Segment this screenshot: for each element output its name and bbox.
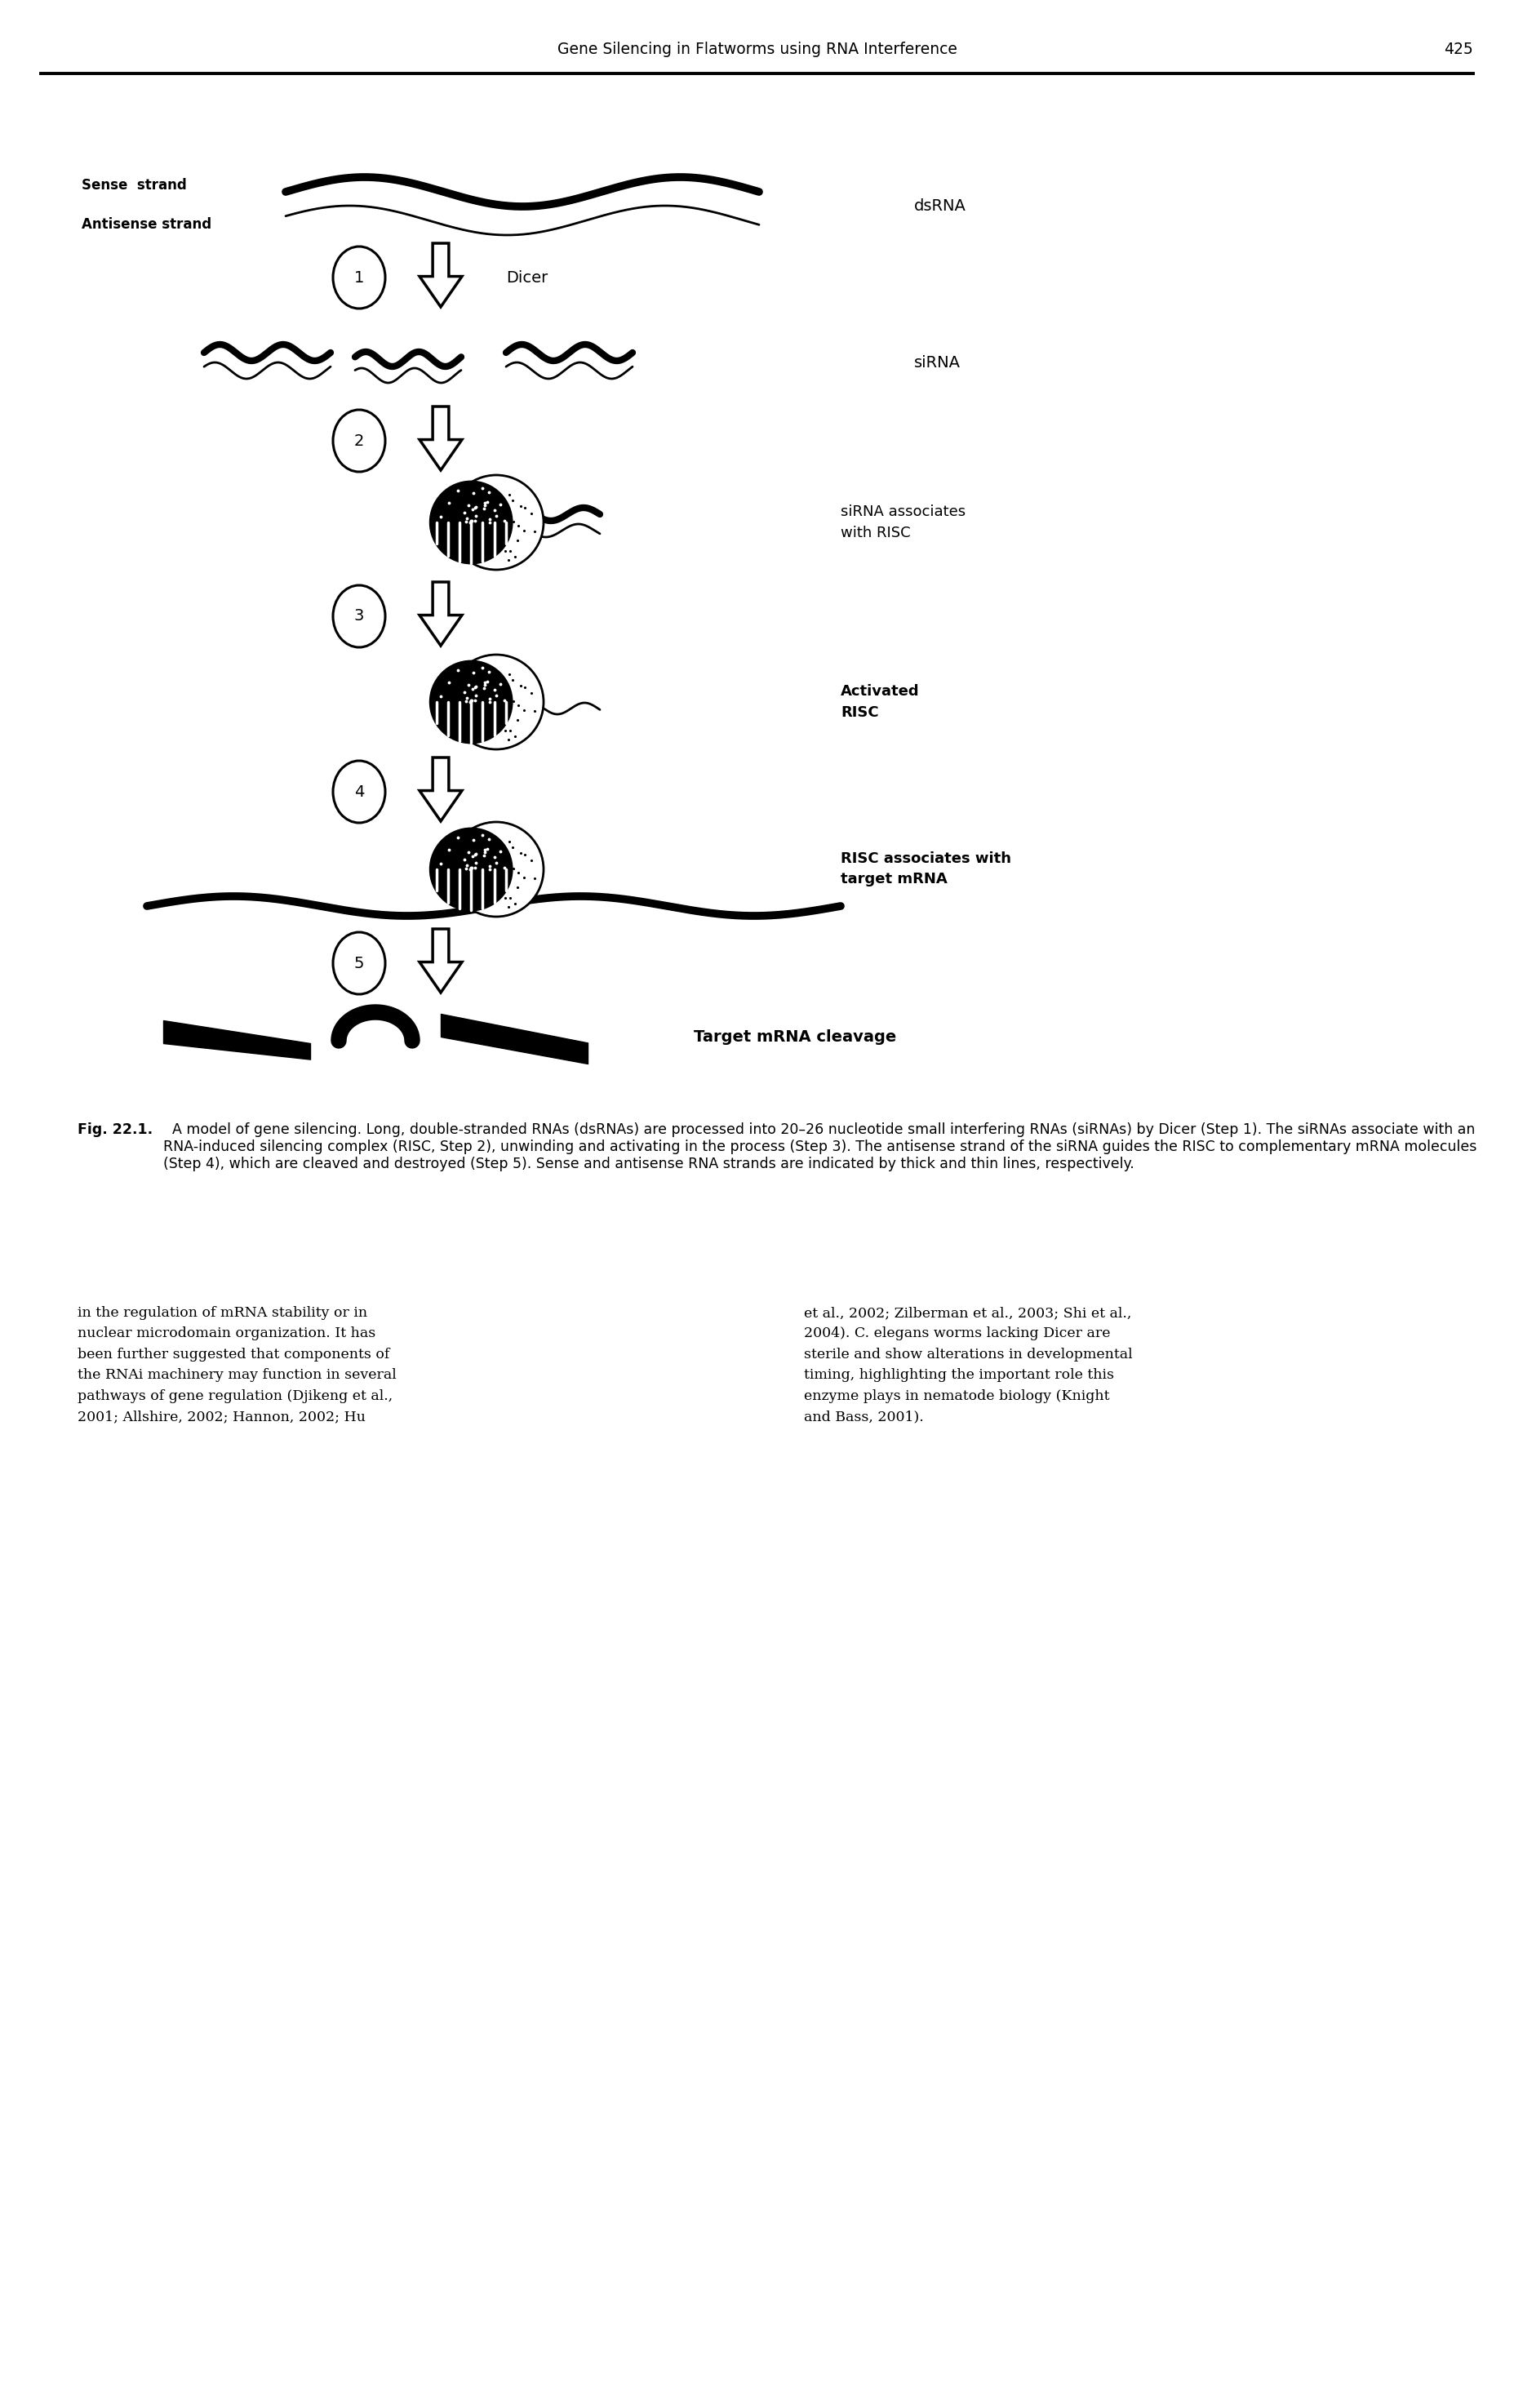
Circle shape xyxy=(430,828,512,910)
Circle shape xyxy=(448,655,544,749)
Circle shape xyxy=(448,821,544,917)
Text: 4: 4 xyxy=(354,785,365,799)
Text: A model of gene silencing. Long, double-stranded RNAs (dsRNAs) are processed int: A model of gene silencing. Long, double-… xyxy=(164,1122,1476,1170)
Ellipse shape xyxy=(333,932,385,995)
Ellipse shape xyxy=(333,409,385,472)
Polygon shape xyxy=(419,407,462,470)
Text: Fig. 22.1.: Fig. 22.1. xyxy=(77,1122,153,1137)
Ellipse shape xyxy=(333,585,385,648)
Text: Activated
RISC: Activated RISC xyxy=(840,684,919,720)
Text: siRNA: siRNA xyxy=(914,356,961,371)
Ellipse shape xyxy=(333,246,385,308)
Text: Dicer: Dicer xyxy=(506,270,548,284)
Text: RISC associates with
target mRNA: RISC associates with target mRNA xyxy=(840,852,1011,886)
Ellipse shape xyxy=(333,761,385,824)
Polygon shape xyxy=(419,243,462,306)
Circle shape xyxy=(430,482,512,563)
Text: Gene Silencing in Flatworms using RNA Interference: Gene Silencing in Flatworms using RNA In… xyxy=(557,41,957,58)
Text: in the regulation of mRNA stability or in
nuclear microdomain organization. It h: in the regulation of mRNA stability or i… xyxy=(77,1305,397,1423)
Text: Sense  strand: Sense strand xyxy=(82,178,186,193)
Text: 425: 425 xyxy=(1444,41,1473,58)
Text: 1: 1 xyxy=(354,270,365,284)
Text: 5: 5 xyxy=(354,956,365,970)
Text: 3: 3 xyxy=(354,609,365,624)
Circle shape xyxy=(448,474,544,571)
Text: Antisense strand: Antisense strand xyxy=(82,217,212,231)
Polygon shape xyxy=(419,929,462,992)
Text: siRNA associates
with RISC: siRNA associates with RISC xyxy=(840,506,966,539)
Polygon shape xyxy=(419,759,462,821)
Text: et al., 2002; Zilberman et al., 2003; Shi et al.,
2004). C. elegans worms lackin: et al., 2002; Zilberman et al., 2003; Sh… xyxy=(804,1305,1132,1423)
Text: Target mRNA cleavage: Target mRNA cleavage xyxy=(693,1028,896,1045)
Circle shape xyxy=(430,662,512,742)
Polygon shape xyxy=(419,583,462,645)
Text: 2: 2 xyxy=(354,433,365,448)
Text: dsRNA: dsRNA xyxy=(914,197,966,214)
